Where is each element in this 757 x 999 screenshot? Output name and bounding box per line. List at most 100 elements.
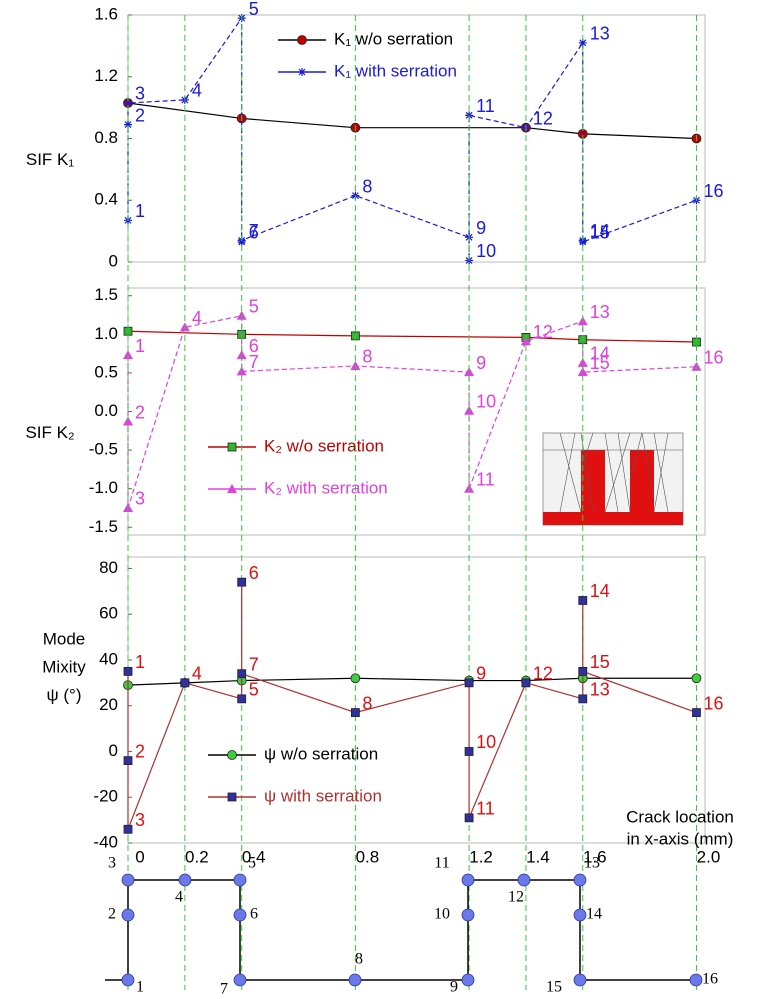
panel-frame <box>128 557 705 843</box>
point-label: 8 <box>362 347 372 367</box>
point-label: 5 <box>249 0 259 19</box>
point-label: 1 <box>135 652 145 672</box>
x-tick-label: 1.2 <box>469 847 493 866</box>
marker <box>238 670 246 678</box>
marker <box>124 667 132 675</box>
inset-mesh <box>543 433 683 525</box>
marker <box>579 667 587 675</box>
legend-marker <box>228 751 237 760</box>
y-tick-label: 0.8 <box>94 128 118 147</box>
x-axis-label: in x-axis (mm) <box>627 829 734 848</box>
y-tick-label: 0.5 <box>94 362 118 381</box>
legend-marker <box>298 36 307 45</box>
y-tick-label: 0.4 <box>94 190 118 209</box>
point-label: 4 <box>192 81 202 101</box>
legend-label: K₂ with serration <box>264 478 388 497</box>
marker <box>465 814 473 822</box>
point-label: 4 <box>192 308 202 328</box>
point-label: 11 <box>476 469 495 489</box>
point-label: 8 <box>362 176 372 196</box>
schematic-node <box>234 909 246 921</box>
point-label: 6 <box>249 563 259 583</box>
point-label: 11 <box>476 96 495 116</box>
x-tick-label: 0.2 <box>185 847 209 866</box>
point-label: 1 <box>135 201 145 221</box>
x-tick-label: 0 <box>135 847 144 866</box>
marker <box>238 695 246 703</box>
point-label: 16 <box>703 181 723 201</box>
point-label: 14 <box>590 581 610 601</box>
point-label: 10 <box>476 732 496 752</box>
point-label: 9 <box>476 218 486 238</box>
y-tick-label: 1.0 <box>94 324 118 343</box>
point-label: 13 <box>590 24 610 44</box>
y-tick-label: 1.2 <box>94 66 118 85</box>
series-line <box>128 331 696 342</box>
schematic-label: 1 <box>136 979 144 994</box>
schematic-node <box>462 874 474 886</box>
legend-marker <box>298 68 306 76</box>
x-tick-label: 1.4 <box>526 847 550 866</box>
schematic-label: 3 <box>108 855 116 872</box>
point-label: 11 <box>476 799 495 819</box>
y-tick-label: 80 <box>99 558 118 577</box>
schematic-label: 13 <box>584 855 600 872</box>
marker <box>692 709 700 717</box>
point-label: 9 <box>476 664 486 684</box>
marker <box>124 757 132 765</box>
schematic-node <box>179 874 191 886</box>
x-tick-label: 0.8 <box>356 847 380 866</box>
y-axis-label: SIF K₁ <box>26 150 75 169</box>
marker <box>579 695 587 703</box>
schematic-node <box>574 909 586 921</box>
point-label: 2 <box>135 105 145 125</box>
point-label: 3 <box>135 489 145 509</box>
chart: 00.40.81.21.6SIF K₁123456789101112131415… <box>0 0 757 994</box>
schematic-label: 15 <box>546 979 562 994</box>
point-label: 13 <box>590 680 610 700</box>
schematic-node <box>349 974 361 986</box>
series-line <box>128 18 696 260</box>
schematic-node <box>690 974 702 986</box>
schematic-label: 2 <box>108 906 116 923</box>
point-label: 10 <box>476 391 496 411</box>
point-label: 15 <box>590 652 610 672</box>
y-axis-label: SIF K₂ <box>25 423 74 442</box>
legend-marker <box>228 443 236 451</box>
y-tick-label: 0 <box>109 741 118 760</box>
y-tick-label: 20 <box>99 695 118 714</box>
y-tick-label: 40 <box>99 649 118 668</box>
point-label: 16 <box>703 693 723 713</box>
y-axis-label: ψ (°) <box>47 685 82 704</box>
schematic-node <box>122 909 134 921</box>
y-tick-label: -40 <box>93 832 118 851</box>
y-tick-label: 1.6 <box>94 4 118 23</box>
schematic-label: 7 <box>220 981 228 994</box>
legend-label: ψ w/o serration <box>264 744 378 763</box>
schematic-node <box>122 874 134 886</box>
marker <box>238 578 246 586</box>
schematic-label: 4 <box>175 889 183 906</box>
schematic-node <box>574 874 586 886</box>
marker <box>351 709 359 717</box>
schematic-path <box>105 880 696 980</box>
point-label: 5 <box>249 680 259 700</box>
legend-label: ψ with serration <box>264 786 382 805</box>
point-label: 5 <box>249 297 259 317</box>
point-label: 12 <box>533 322 553 342</box>
point-label: 4 <box>192 664 202 684</box>
point-label: 2 <box>135 402 145 422</box>
schematic-node <box>462 909 474 921</box>
y-tick-label: 60 <box>99 604 118 623</box>
schematic-node <box>574 974 586 986</box>
y-tick-label: 0.0 <box>94 401 118 420</box>
legend-label: K₁ w/o serration <box>334 29 453 48</box>
x-axis-label: Crack location <box>626 807 734 826</box>
y-axis-label: Mixity <box>42 657 86 676</box>
point-label: 3 <box>135 84 145 104</box>
y-tick-label: 1.5 <box>94 285 118 304</box>
legend-marker <box>228 793 236 801</box>
y-tick-label: -20 <box>93 787 118 806</box>
legend-label: K₁ with serration <box>334 61 457 80</box>
schematic-label: 10 <box>434 906 450 923</box>
